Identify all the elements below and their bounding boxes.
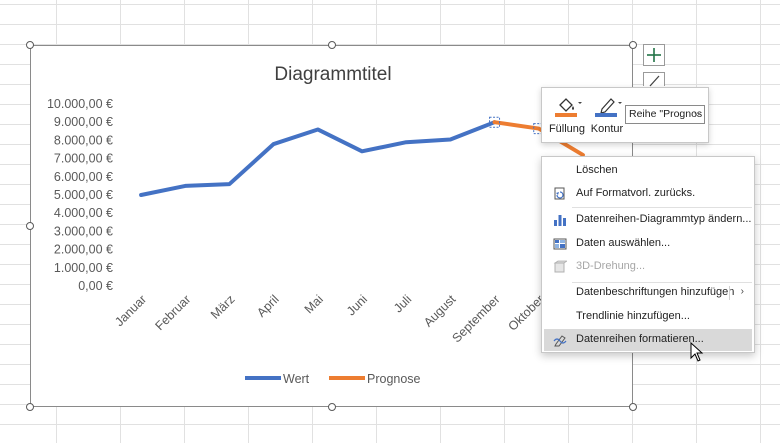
series-line-prognose[interactable] bbox=[492, 120, 585, 157]
menu-item-change-chart-type[interactable]: Datenreihen-Diagrammtyp ändern... bbox=[544, 209, 752, 231]
brush-icon bbox=[649, 75, 660, 87]
y-tick-label: 3.000,00 € bbox=[54, 224, 113, 238]
x-tick-label: April bbox=[254, 292, 282, 320]
y-tick-label: 5.000,00 € bbox=[54, 188, 113, 202]
x-tick-label: Mai bbox=[302, 292, 326, 316]
resize-handle-top-left[interactable] bbox=[26, 41, 34, 49]
point-selection-marker[interactable] bbox=[489, 116, 501, 128]
outline-button[interactable]: Kontur bbox=[584, 91, 630, 139]
y-tick-label: 2.000,00 € bbox=[54, 243, 113, 257]
x-tick-label: Juli bbox=[391, 292, 414, 315]
resize-handle-top[interactable] bbox=[328, 41, 336, 49]
resize-handle-bottom-right[interactable] bbox=[629, 403, 637, 411]
line-chart[interactable]: Diagrammtitel 10.000,00 € 9.000,00 € 8.000… bbox=[31, 46, 634, 408]
series-select[interactable]: Reihe "Prognos ⌵ bbox=[625, 105, 705, 124]
y-tick-label: 0,00 € bbox=[78, 279, 113, 293]
legend-label[interactable]: Wert bbox=[283, 372, 310, 386]
resize-handle-left[interactable] bbox=[26, 222, 34, 230]
y-tick-label: 6.000,00 € bbox=[54, 170, 113, 184]
chart-styles-button[interactable] bbox=[643, 72, 665, 87]
x-tick-label: September bbox=[450, 292, 503, 345]
mini-toolbar: Füllung Kontur Reihe "Prognos ⌵ bbox=[541, 87, 709, 143]
series-line-wert[interactable] bbox=[139, 120, 497, 197]
resize-handle-bottom[interactable] bbox=[328, 403, 336, 411]
menu-item-add-data-labels[interactable]: Datenbeschriftungen hinzufügen › bbox=[576, 286, 744, 300]
series-select-value: Reihe "Prognos bbox=[629, 108, 703, 120]
resize-handle-bottom-left[interactable] bbox=[26, 403, 34, 411]
menu-item-reset-style[interactable]: Auf Formatvorl. zurücks. bbox=[544, 183, 752, 205]
x-tick-label: Juni bbox=[344, 292, 370, 318]
fill-label: Füllung bbox=[548, 123, 586, 135]
chart-area[interactable]: Diagrammtitel 10.000,00 € 9.000,00 € 8.000… bbox=[30, 45, 633, 407]
x-tick-label: März bbox=[208, 292, 238, 322]
menu-item-add-trendline[interactable]: Trendlinie hinzufügen... bbox=[576, 310, 690, 322]
context-menu: Löschen Auf Formatvorl. zurücks. Datenre… bbox=[541, 156, 755, 353]
x-tick-label: Februar bbox=[153, 292, 194, 333]
plus-icon bbox=[647, 48, 661, 62]
paint-bucket-icon bbox=[555, 98, 582, 117]
legend-label[interactable]: Prognose bbox=[367, 372, 421, 386]
resize-handle-top-right[interactable] bbox=[629, 41, 637, 49]
outline-label: Kontur bbox=[590, 123, 624, 135]
y-tick-label: 10.000,00 € bbox=[47, 97, 113, 111]
mouse-cursor-icon bbox=[690, 342, 704, 362]
submenu-divider bbox=[729, 286, 730, 300]
chart-type-icon bbox=[554, 215, 566, 226]
select-data-icon bbox=[553, 238, 567, 250]
chevron-down-icon: ⌵ bbox=[694, 108, 701, 118]
menu-item-3d-rotation[interactable]: 3D-Drehung... bbox=[544, 256, 752, 278]
menu-item-delete[interactable]: Löschen bbox=[576, 164, 618, 176]
chevron-right-icon[interactable]: › bbox=[740, 286, 744, 297]
menu-item-select-data[interactable]: Daten auswählen... bbox=[544, 233, 752, 255]
x-tick-label: Januar bbox=[112, 292, 149, 329]
format-series-icon bbox=[553, 335, 567, 347]
y-tick-label: 1.000,00 € bbox=[54, 261, 113, 275]
fill-button[interactable]: Füllung bbox=[544, 91, 590, 139]
chart-title[interactable]: Diagrammtitel bbox=[274, 64, 391, 85]
3d-rotation-icon bbox=[553, 260, 567, 273]
pen-outline-icon bbox=[595, 98, 622, 117]
menu-separator bbox=[572, 207, 752, 208]
menu-separator bbox=[572, 282, 752, 283]
y-tick-label: 9.000,00 € bbox=[54, 115, 113, 129]
y-tick-label: 8.000,00 € bbox=[54, 133, 113, 147]
y-tick-label: 4.000,00 € bbox=[54, 206, 113, 220]
y-tick-label: 7.000,00 € bbox=[54, 152, 113, 166]
menu-item-format-series[interactable]: Datenreihen formatieren... bbox=[544, 329, 752, 351]
chart-elements-button[interactable] bbox=[643, 44, 665, 66]
reset-style-icon bbox=[554, 187, 565, 200]
x-tick-label: August bbox=[421, 292, 459, 330]
